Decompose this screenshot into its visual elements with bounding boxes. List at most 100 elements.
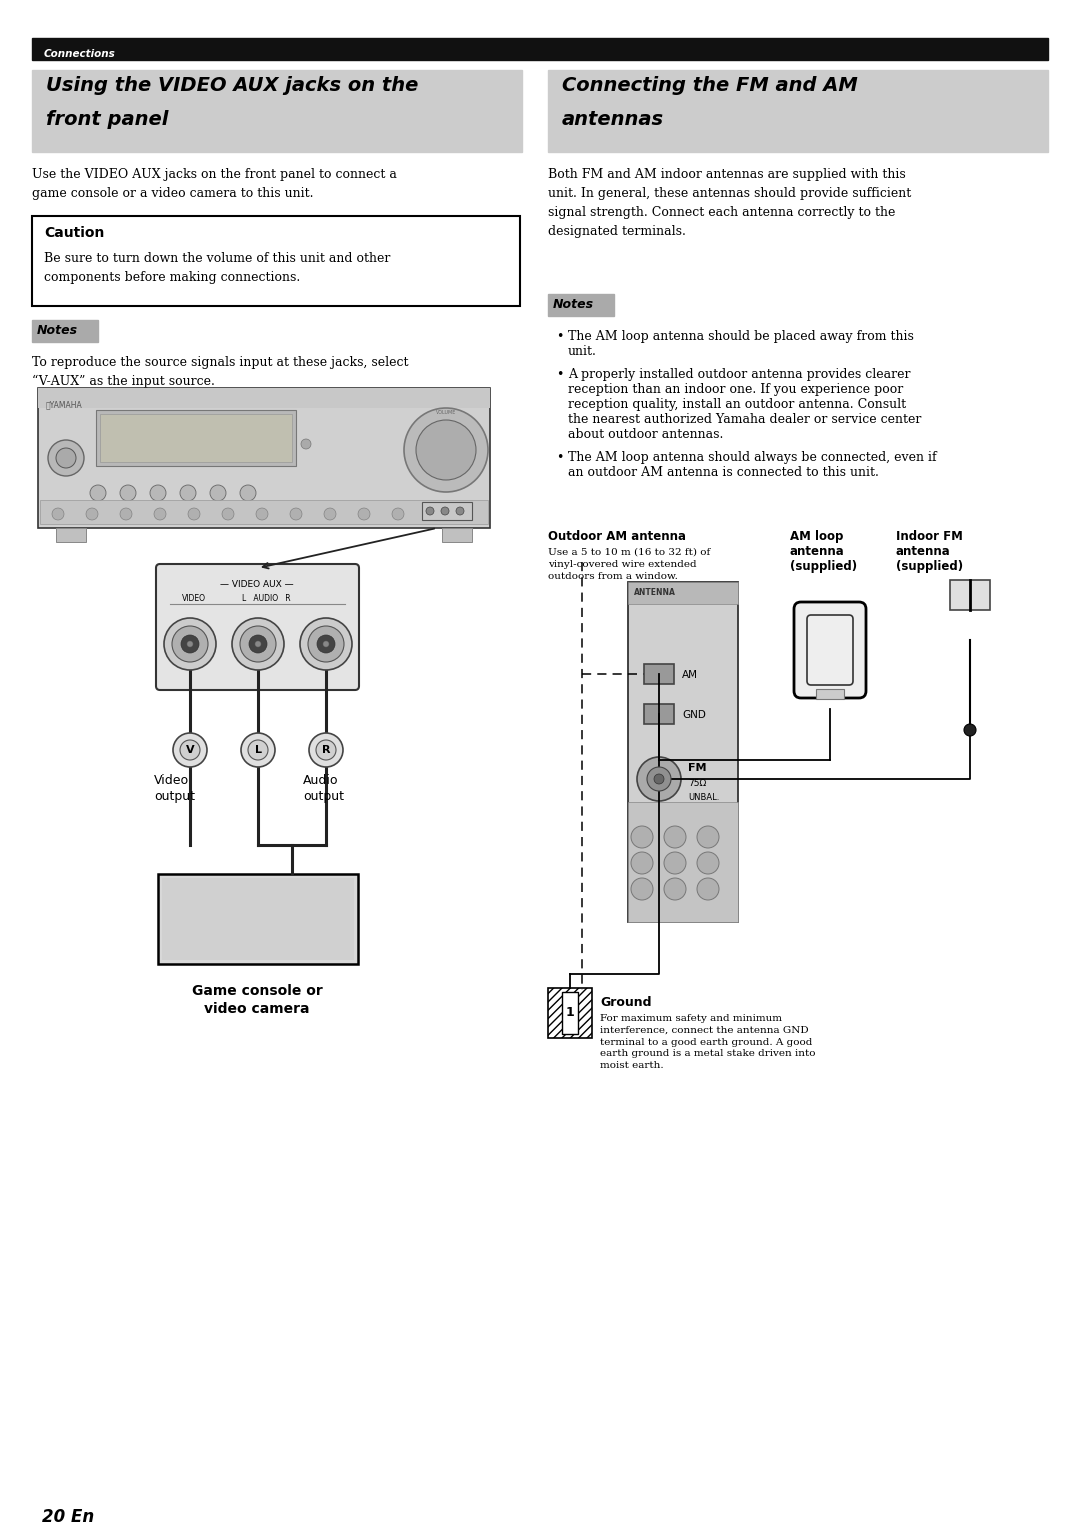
Circle shape bbox=[416, 420, 476, 481]
Circle shape bbox=[187, 641, 193, 647]
Circle shape bbox=[631, 852, 653, 874]
Circle shape bbox=[248, 740, 268, 760]
Circle shape bbox=[308, 626, 345, 662]
Bar bbox=[548, 70, 1048, 153]
Circle shape bbox=[56, 449, 76, 468]
Text: 20 En: 20 En bbox=[42, 1508, 94, 1526]
Text: Connections: Connections bbox=[44, 49, 116, 60]
Text: Outdoor AM antenna: Outdoor AM antenna bbox=[548, 530, 686, 543]
Circle shape bbox=[964, 723, 976, 736]
Circle shape bbox=[181, 635, 199, 653]
Bar bbox=[56, 528, 86, 542]
Circle shape bbox=[392, 508, 404, 520]
Text: 75Ω: 75Ω bbox=[688, 778, 706, 787]
Circle shape bbox=[120, 485, 136, 501]
Circle shape bbox=[90, 485, 106, 501]
Text: V: V bbox=[186, 745, 194, 755]
Circle shape bbox=[48, 439, 84, 476]
Circle shape bbox=[697, 877, 719, 900]
Bar bbox=[816, 690, 843, 699]
Bar bbox=[644, 664, 674, 684]
Text: video camera: video camera bbox=[204, 1003, 310, 1016]
Text: The AM loop antenna should always be connected, even if: The AM loop antenna should always be con… bbox=[568, 452, 936, 464]
Circle shape bbox=[426, 507, 434, 514]
Text: (supplied): (supplied) bbox=[896, 560, 963, 572]
Text: front panel: front panel bbox=[46, 110, 168, 130]
Circle shape bbox=[697, 852, 719, 874]
Text: •: • bbox=[556, 330, 564, 343]
Text: AM loop: AM loop bbox=[789, 530, 843, 543]
Text: Ground: Ground bbox=[600, 996, 651, 1009]
Text: an outdoor AM antenna is connected to this unit.: an outdoor AM antenna is connected to th… bbox=[568, 465, 879, 479]
Circle shape bbox=[426, 508, 438, 520]
Text: antenna: antenna bbox=[789, 545, 845, 559]
Circle shape bbox=[241, 732, 275, 768]
Bar bbox=[950, 580, 990, 610]
Bar bbox=[627, 581, 738, 604]
Text: the nearest authorized Yamaha dealer or service center: the nearest authorized Yamaha dealer or … bbox=[568, 414, 921, 426]
FancyBboxPatch shape bbox=[156, 565, 359, 690]
Bar bbox=[40, 501, 488, 523]
Circle shape bbox=[300, 618, 352, 670]
Bar bbox=[38, 388, 490, 528]
Text: reception than an indoor one. If you experience poor: reception than an indoor one. If you exp… bbox=[568, 383, 903, 397]
Bar bbox=[548, 987, 592, 1038]
Bar bbox=[158, 874, 357, 964]
Text: •: • bbox=[556, 452, 564, 464]
Bar bbox=[100, 414, 292, 462]
Bar bbox=[442, 528, 472, 542]
Text: Notes: Notes bbox=[553, 298, 594, 311]
Circle shape bbox=[654, 774, 664, 784]
Circle shape bbox=[664, 852, 686, 874]
Circle shape bbox=[150, 485, 166, 501]
Bar bbox=[38, 388, 490, 407]
Circle shape bbox=[180, 740, 200, 760]
Text: Game console or: Game console or bbox=[191, 984, 322, 998]
Circle shape bbox=[441, 507, 449, 514]
Circle shape bbox=[664, 826, 686, 848]
Circle shape bbox=[309, 732, 343, 768]
Circle shape bbox=[664, 877, 686, 900]
Text: Indoor FM: Indoor FM bbox=[896, 530, 963, 543]
Text: Audio
output: Audio output bbox=[303, 774, 345, 803]
Circle shape bbox=[120, 508, 132, 520]
Text: 1: 1 bbox=[566, 1007, 575, 1019]
FancyBboxPatch shape bbox=[807, 615, 853, 685]
Circle shape bbox=[86, 508, 98, 520]
Text: — VIDEO AUX —: — VIDEO AUX — bbox=[220, 580, 294, 589]
Circle shape bbox=[188, 508, 200, 520]
Text: ⓄYAMAHA: ⓄYAMAHA bbox=[46, 400, 83, 409]
Circle shape bbox=[318, 635, 335, 653]
Bar bbox=[32, 320, 98, 342]
Circle shape bbox=[291, 508, 302, 520]
Circle shape bbox=[164, 618, 216, 670]
Bar bbox=[627, 803, 738, 922]
Text: Be sure to turn down the volume of this unit and other
components before making : Be sure to turn down the volume of this … bbox=[44, 252, 390, 284]
FancyBboxPatch shape bbox=[794, 601, 866, 697]
Text: Both FM and AM indoor antennas are supplied with this
unit. In general, these an: Both FM and AM indoor antennas are suppl… bbox=[548, 168, 912, 238]
Text: Notes: Notes bbox=[37, 324, 78, 337]
Text: Connecting the FM and AM: Connecting the FM and AM bbox=[562, 76, 858, 95]
Bar bbox=[644, 703, 674, 723]
Text: FM: FM bbox=[688, 763, 706, 774]
Circle shape bbox=[301, 439, 311, 449]
Bar bbox=[32, 38, 1048, 60]
Circle shape bbox=[232, 618, 284, 670]
Circle shape bbox=[154, 508, 166, 520]
Circle shape bbox=[180, 485, 195, 501]
Circle shape bbox=[256, 508, 268, 520]
Bar bbox=[32, 217, 519, 307]
Text: R: R bbox=[322, 745, 330, 755]
Circle shape bbox=[240, 485, 256, 501]
Circle shape bbox=[357, 508, 370, 520]
Text: UNBAL.: UNBAL. bbox=[688, 794, 719, 803]
Circle shape bbox=[255, 641, 261, 647]
Text: Use the VIDEO AUX jacks on the front panel to connect a
game console or a video : Use the VIDEO AUX jacks on the front pan… bbox=[32, 168, 396, 200]
Text: antennas: antennas bbox=[562, 110, 664, 130]
Text: •: • bbox=[556, 368, 564, 382]
Circle shape bbox=[637, 757, 681, 801]
Circle shape bbox=[240, 626, 276, 662]
Text: For maximum safety and minimum
interference, connect the antenna GND
terminal to: For maximum safety and minimum interfere… bbox=[600, 1013, 815, 1070]
Bar bbox=[162, 877, 354, 960]
Circle shape bbox=[173, 732, 207, 768]
